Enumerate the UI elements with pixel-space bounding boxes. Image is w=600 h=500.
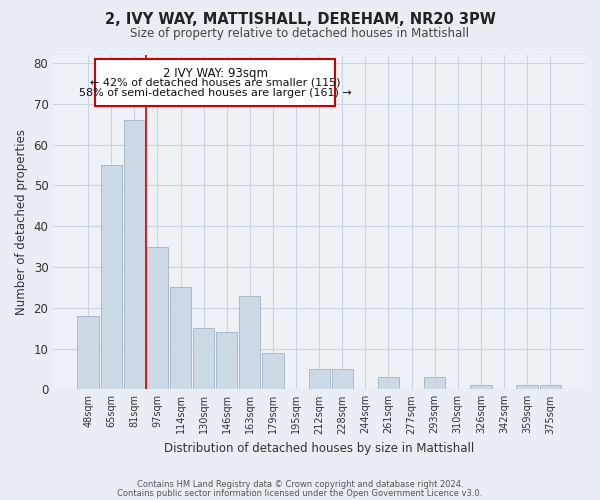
Bar [517, 385, 538, 390]
Bar [378, 377, 399, 390]
Bar [193, 328, 214, 390]
Bar [539, 385, 561, 390]
Text: 2, IVY WAY, MATTISHALL, DEREHAM, NR20 3PW: 2, IVY WAY, MATTISHALL, DEREHAM, NR20 3P… [104, 12, 496, 28]
Text: 58% of semi-detached houses are larger (161) →: 58% of semi-detached houses are larger (… [79, 88, 352, 99]
Bar [77, 316, 99, 390]
Bar [239, 296, 260, 390]
Bar [147, 246, 168, 390]
Bar [332, 369, 353, 390]
Text: Size of property relative to detached houses in Mattishall: Size of property relative to detached ho… [131, 28, 470, 40]
Bar [170, 288, 191, 390]
Bar [124, 120, 145, 390]
Bar [470, 385, 491, 390]
Text: Contains HM Land Registry data © Crown copyright and database right 2024.: Contains HM Land Registry data © Crown c… [137, 480, 463, 489]
Y-axis label: Number of detached properties: Number of detached properties [15, 129, 28, 315]
Bar [216, 332, 238, 390]
Text: Contains public sector information licensed under the Open Government Licence v3: Contains public sector information licen… [118, 489, 482, 498]
Bar [308, 369, 330, 390]
Bar [424, 377, 445, 390]
Bar [262, 352, 284, 390]
Text: ← 42% of detached houses are smaller (115): ← 42% of detached houses are smaller (11… [90, 78, 340, 88]
Text: 2 IVY WAY: 93sqm: 2 IVY WAY: 93sqm [163, 67, 268, 80]
FancyBboxPatch shape [95, 59, 335, 106]
Bar [101, 165, 122, 390]
X-axis label: Distribution of detached houses by size in Mattishall: Distribution of detached houses by size … [164, 442, 474, 455]
